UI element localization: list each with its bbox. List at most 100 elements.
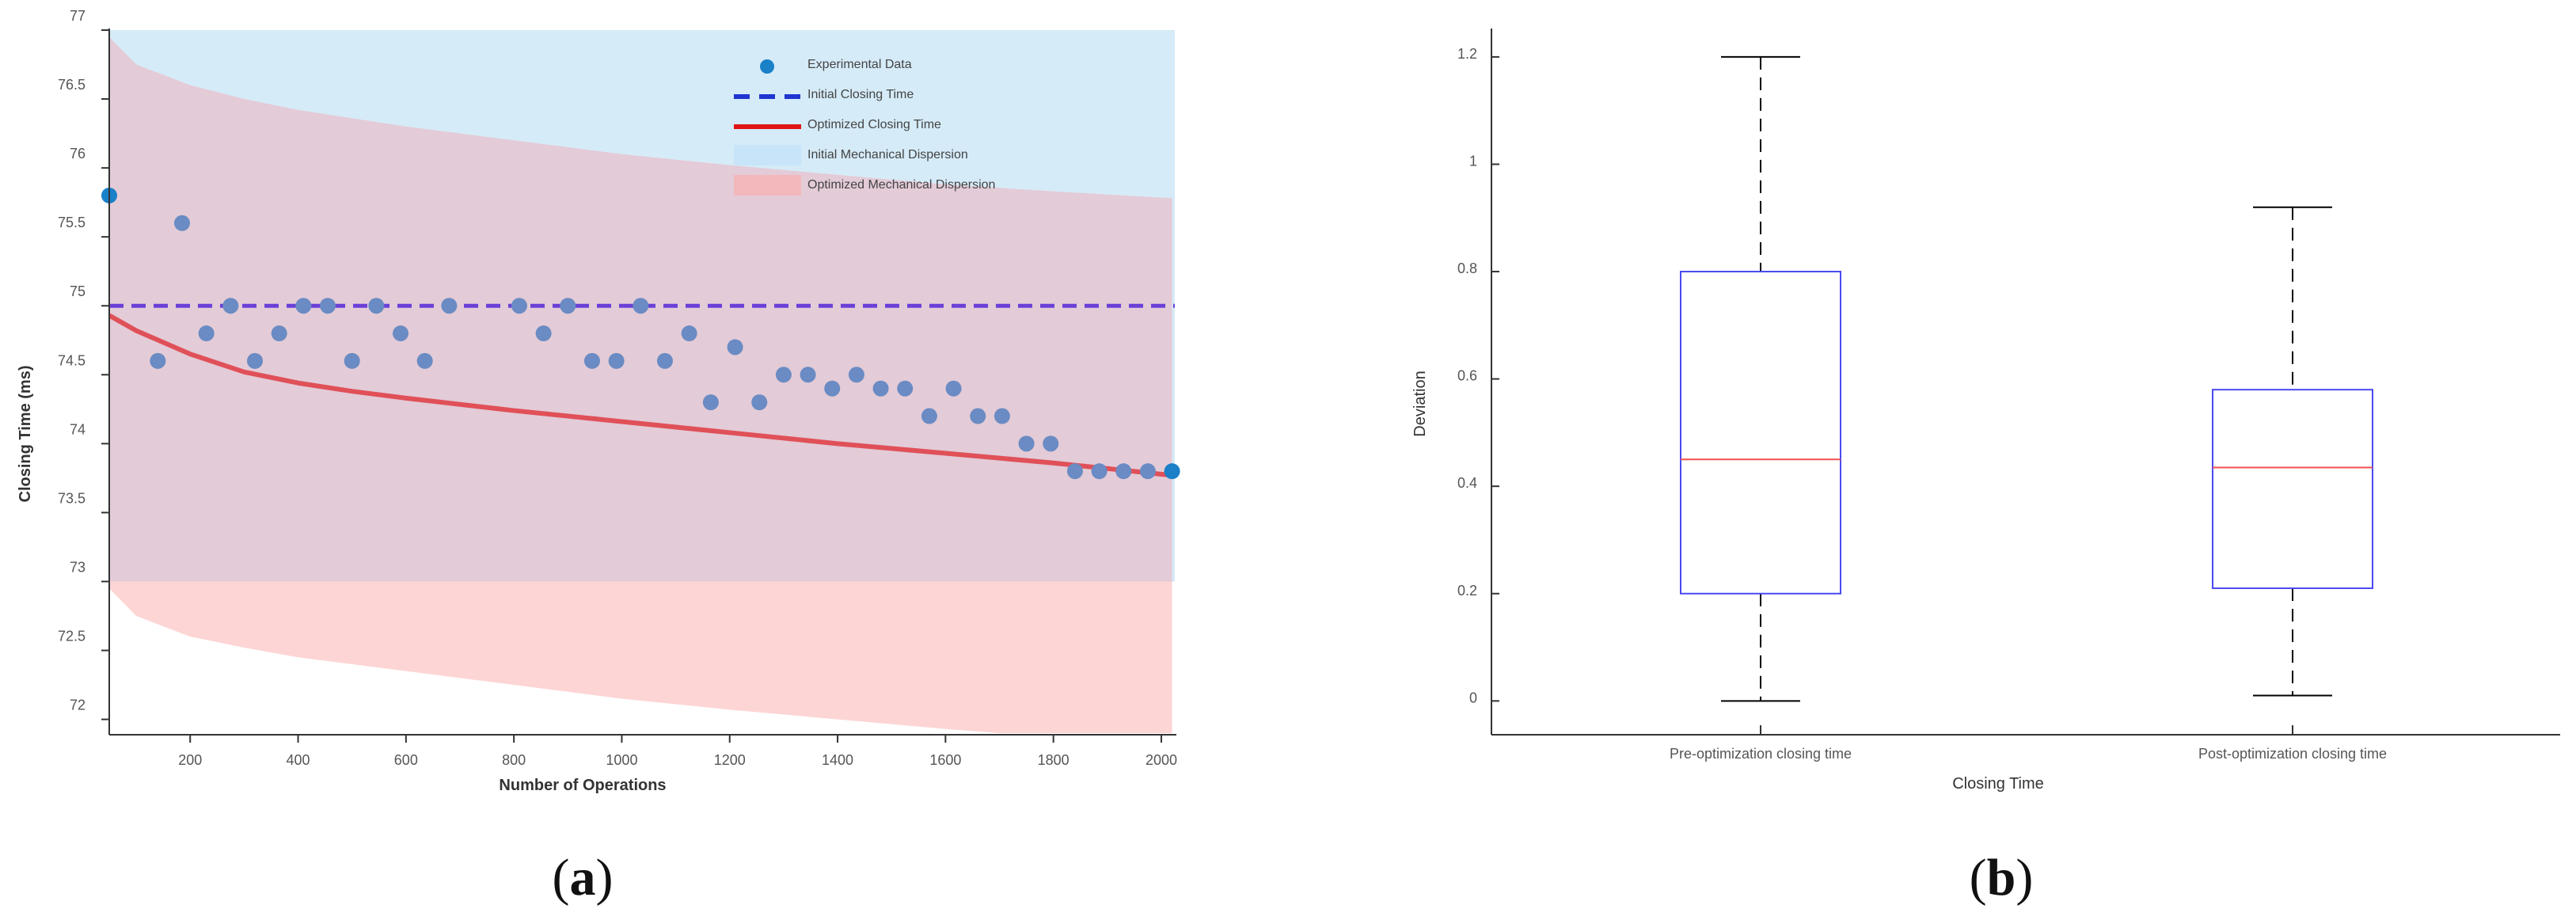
data-point: [727, 339, 743, 355]
data-point: [800, 367, 816, 383]
y-axis-title-a: Closing Time (ms): [17, 366, 34, 503]
svg-text:(a): (a): [553, 849, 614, 907]
data-point: [1043, 435, 1059, 452]
box-plots: [1680, 55, 2373, 702]
y-tick-label: 1.2: [1457, 46, 1477, 62]
iqr-box: [2212, 389, 2373, 589]
legend-label-initial-line: Initial Closing Time: [807, 88, 914, 101]
x-tick-label: 1200: [714, 752, 746, 768]
y-tick-label: 0.6: [1457, 368, 1477, 384]
panel-label-a-letter: a: [570, 849, 596, 907]
iqr-box: [1680, 271, 1841, 595]
box-plot-1: [1680, 55, 1841, 702]
legend-a: Experimental Data Initial Closing Time O…: [734, 58, 995, 196]
data-point: [608, 352, 625, 369]
y-tick-label: 0.8: [1457, 260, 1477, 276]
legend-label-experimental: Experimental Data: [807, 58, 912, 71]
legend-label-optimized-line: Optimized Closing Time: [807, 118, 941, 131]
data-point: [656, 352, 673, 369]
x-tick-label: 2000: [1146, 752, 1177, 768]
data-point: [970, 408, 986, 424]
panel-label-b-letter: b: [1987, 849, 2016, 907]
data-point: [751, 394, 768, 411]
y-tick-label: 76.5: [58, 77, 85, 93]
data-point: [174, 215, 191, 231]
y-tick-label: 77: [70, 8, 85, 24]
panel-label-a: (a): [553, 849, 614, 907]
data-point: [824, 380, 841, 397]
data-point: [295, 298, 312, 314]
chart-b: 0 0.2 0.4 0.6 0.8 1 1.2 Pre-optimization closi…: [1411, 29, 2560, 907]
legend-patch-optimized-dispersion: [734, 175, 801, 196]
data-point: [560, 298, 576, 314]
x-tick-label: 1400: [822, 752, 853, 768]
data-point: [198, 325, 215, 342]
x-tick-label: Post-optimization closing time: [2198, 746, 2387, 762]
y-tick-label: 0: [1469, 690, 1477, 705]
data-point: [368, 298, 385, 314]
y-tick-label: 74: [70, 421, 85, 437]
data-point: [393, 325, 409, 342]
data-point: [848, 367, 864, 383]
x-tick-label: 800: [502, 752, 526, 768]
data-point: [150, 352, 166, 369]
data-point: [994, 408, 1010, 424]
data-point: [320, 298, 336, 314]
x-axis-title-b: Closing Time: [1952, 775, 2044, 793]
y-ticks-a: 72 72.5 73 73.5 74 74.5 75 75.5 76 76.5 77: [58, 8, 109, 720]
x-tick-label: 1000: [606, 752, 637, 768]
data-point: [583, 352, 600, 369]
y-tick-label: 72.5: [58, 629, 85, 644]
y-ticks-b: 0 0.2 0.4 0.6 0.8 1 1.2: [1457, 46, 1499, 705]
experimental-data-points: [101, 187, 1180, 480]
data-point: [897, 380, 914, 397]
legend-label-optimized-dispersion: Optimized Mechanical Dispersion: [807, 178, 995, 192]
x-tick-label: 1600: [929, 752, 961, 768]
panel-label-b: (b): [1970, 849, 2034, 907]
y-tick-label: 0.2: [1457, 583, 1477, 599]
y-tick-label: 74.5: [58, 352, 85, 368]
data-point: [535, 325, 552, 342]
data-point: [1164, 463, 1180, 480]
svg-text:(b): (b): [1970, 849, 2034, 907]
data-point: [945, 380, 962, 397]
chart-a: 200 400 600 800 1000 1200 1400 1600 1800 2000 727…: [17, 8, 1180, 907]
box-plot-2: [2212, 206, 2373, 697]
x-tick-label: 200: [178, 752, 202, 768]
x-axis-title-a: Number of Operations: [499, 777, 666, 794]
data-point: [633, 298, 649, 314]
data-point: [1139, 463, 1156, 480]
data-point: [247, 352, 264, 369]
data-point: [1066, 463, 1083, 480]
data-point: [222, 298, 239, 314]
x-tick-label: 1800: [1038, 752, 1070, 768]
y-tick-label: 75.5: [58, 215, 85, 230]
y-tick-label: 73: [70, 559, 85, 575]
x-ticks-a: 200 400 600 800 1000 1200 1400 1600 1800 2000: [178, 735, 1177, 768]
y-tick-label: 75: [70, 283, 85, 299]
data-point: [416, 352, 433, 369]
data-point: [872, 380, 889, 397]
x-tick-label: 600: [394, 752, 418, 768]
data-point: [681, 325, 697, 342]
y-tick-label: 73.5: [58, 490, 85, 506]
y-tick-label: 76: [70, 146, 85, 162]
data-point: [702, 394, 719, 411]
data-point: [511, 298, 527, 314]
data-point: [1091, 463, 1108, 480]
data-point: [921, 408, 937, 424]
legend-patch-initial-dispersion: [734, 145, 801, 165]
x-tick-label: 400: [287, 752, 310, 768]
data-point: [775, 367, 792, 383]
data-point: [441, 298, 458, 314]
x-ticks-b: Pre-optimization closing time Post-optimi…: [1670, 725, 2387, 762]
legend-label-initial-dispersion: Initial Mechanical Dispersion: [807, 148, 968, 162]
data-point: [1018, 435, 1035, 452]
x-tick-label: Pre-optimization closing time: [1670, 746, 1852, 762]
optimized-closing-time-line: [109, 313, 1172, 478]
y-tick-label: 0.4: [1457, 475, 1477, 491]
data-point: [1115, 463, 1132, 480]
legend-marker-experimental: [760, 59, 774, 74]
y-tick-label: 72: [70, 698, 85, 713]
